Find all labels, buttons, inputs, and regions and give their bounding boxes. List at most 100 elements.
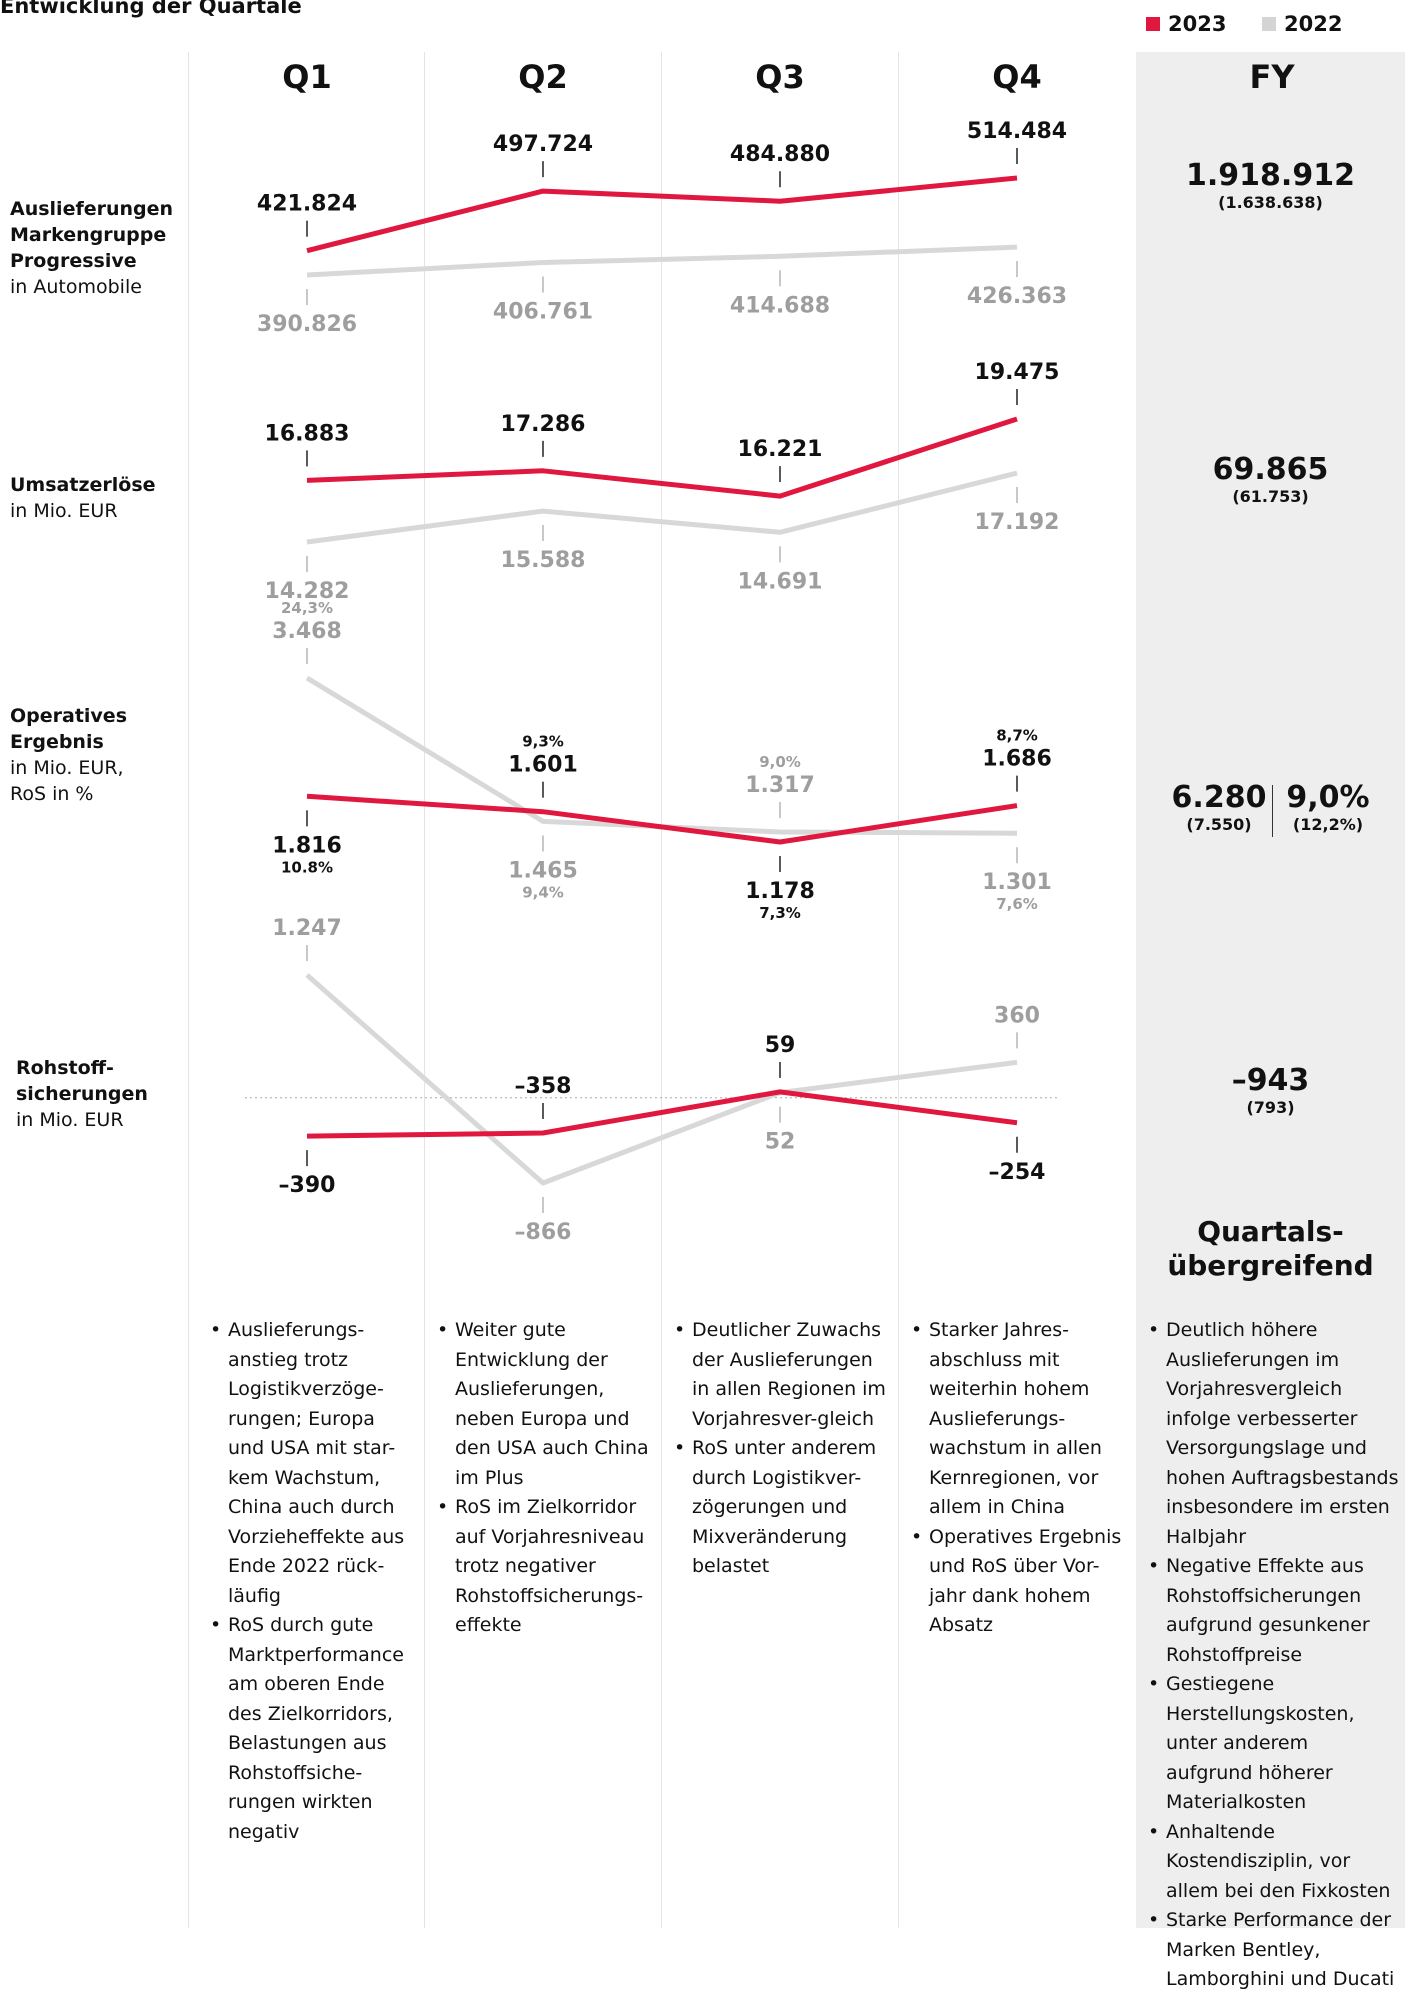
- series-line-2023-chart3: [306, 793, 1018, 845]
- data-label-2023: 16.883: [265, 421, 350, 446]
- data-label-2023: 1.178: [745, 879, 815, 904]
- series-line-2022-chart3: [305, 675, 1018, 836]
- row-label-deliveries-unit: in Automobile: [10, 276, 142, 298]
- bullet-item: Starke Performance der Marken Bentley, L…: [1148, 1906, 1400, 1995]
- fy-ros-prev: (12,2%): [1292, 815, 1364, 834]
- series-line-2023-chart2: [306, 416, 1018, 499]
- data-label-2022: 1.247: [272, 916, 342, 941]
- row-label-hedging: Rohstoff-sicherungen in Mio. EUR: [16, 1055, 156, 1133]
- data-label-2022: 1.465: [508, 858, 578, 883]
- ros-label-2023: 10.8%: [281, 858, 333, 876]
- data-label-2022: 14.691: [738, 569, 823, 594]
- series-line-2022-chart4: [305, 973, 1018, 1186]
- data-label-2022: 1.301: [982, 870, 1052, 895]
- fy-operating-result: 6.280 (7.550): [1166, 780, 1272, 834]
- fy-operating-result-value: 6.280: [1171, 780, 1267, 815]
- fy-revenue-value: 69.865: [1212, 452, 1329, 487]
- q2-notes: Weiter gute Entwicklung der Auslieferung…: [437, 1316, 652, 1641]
- row-label-operating-result-title: Operatives Ergebnis: [10, 705, 128, 753]
- fy-hedging-value: –943: [1231, 1063, 1310, 1098]
- fy-hedging: –943 (793): [1136, 1063, 1405, 1117]
- data-label-2022: 52: [765, 1130, 796, 1155]
- data-label-2023: 16.221: [738, 437, 823, 462]
- column-separator: [898, 52, 899, 1928]
- quarter-header-q1: Q1: [282, 58, 332, 96]
- column-separator: [661, 52, 662, 1928]
- data-label-2023: 1.601: [508, 753, 578, 778]
- q3-notes: Deutlicher Zuwachs der Auslieferungen in…: [674, 1316, 889, 1582]
- bullet-item: Weiter gute Entwicklung der Auslieferung…: [437, 1316, 652, 1493]
- data-label-2023: 1.816: [272, 833, 342, 858]
- ros-label-2023: 8,7%: [996, 727, 1038, 745]
- legend-2023: 2023: [1146, 12, 1226, 36]
- bullet-item: Gestiegene Herstellungskosten, unter and…: [1148, 1670, 1400, 1818]
- ros-label-2022: 9,0%: [759, 753, 801, 771]
- overview-notes: Deutlich höhere Auslieferungen im Vorjah…: [1148, 1316, 1400, 1995]
- data-label-2022: 1.317: [745, 773, 815, 798]
- legend-2022: 2022: [1262, 12, 1342, 36]
- bullet-item: Starker Jahres-abschluss mit weiterhin h…: [911, 1316, 1126, 1523]
- row-label-hedging-title: Rohstoff-sicherungen: [16, 1057, 148, 1105]
- data-label-2023: 59: [765, 1033, 796, 1058]
- data-label-2022: 17.192: [975, 510, 1060, 535]
- data-label-2023: –390: [279, 1173, 336, 1198]
- legend-swatch-2023: [1146, 17, 1160, 31]
- fy-revenue-prev: (61.753): [1232, 487, 1309, 506]
- data-label-2023: 17.286: [501, 412, 586, 437]
- bullet-item: RoS durch gute Marktperformance am obere…: [210, 1611, 410, 1847]
- row-label-operating-result-unit: in Mio. EUR, RoS in %: [10, 757, 124, 805]
- column-separator: [424, 52, 425, 1928]
- q1-notes: Auslieferungs-anstieg trotz Logistikverz…: [210, 1316, 410, 1847]
- fy-operating-result-prev: (7.550): [1186, 815, 1252, 834]
- data-label-2023: 19.475: [975, 360, 1060, 385]
- q4-notes: Starker Jahres-abschluss mit weiterhin h…: [911, 1316, 1126, 1641]
- fy-divider: [1272, 785, 1273, 837]
- bullet-item: Deutlicher Zuwachs der Auslieferungen in…: [674, 1316, 889, 1434]
- quarter-header-q2: Q2: [518, 58, 568, 96]
- series-line-2023-chart1: [306, 175, 1018, 254]
- data-label-2022: 426.363: [967, 284, 1067, 309]
- ros-label-2023: 7,3%: [759, 904, 801, 922]
- bullet-item: Negative Effekte aus Rohstoffsicherungen…: [1148, 1552, 1400, 1670]
- data-label-2022: 360: [994, 1003, 1040, 1028]
- quarterly-line-charts: 421.824 497.724 484.880 514.484 390.826 406.7…: [245, 119, 1067, 1245]
- series-line-2022-chart1: [306, 244, 1018, 278]
- row-label-revenue-unit: in Mio. EUR: [10, 500, 118, 522]
- data-label-2023: 421.824: [257, 192, 357, 217]
- column-separator: [188, 52, 189, 1928]
- data-label-2022: 390.826: [257, 312, 357, 337]
- fy-ros-value: 9,0%: [1286, 780, 1370, 815]
- data-label-2022: 414.688: [730, 293, 830, 318]
- fy-deliveries: 1.918.912 (1.638.638): [1136, 158, 1405, 212]
- data-label-2023: 1.686: [982, 747, 1052, 772]
- fy-hedging-prev: (793): [1246, 1098, 1295, 1117]
- quarter-header-q4: Q4: [992, 58, 1042, 96]
- ros-label-2022: 24,3%: [281, 599, 333, 617]
- fy-deliveries-prev: (1.638.638): [1218, 193, 1323, 212]
- data-label-2023: –358: [515, 1074, 572, 1099]
- overview-title: Quartals-übergreifend: [1167, 1215, 1374, 1282]
- ros-label-2022: 9,4%: [522, 883, 564, 901]
- fy-deliveries-value: 1.918.912: [1186, 158, 1355, 193]
- ros-label-2023: 9,3%: [522, 733, 564, 751]
- ros-label-2022: 7,6%: [996, 895, 1038, 913]
- bullet-item: Anhaltende Kostendisziplin, vor allem be…: [1148, 1818, 1400, 1907]
- series-line-2022-chart2: [306, 470, 1018, 545]
- data-label-2022: 3.468: [272, 619, 342, 644]
- data-label-2022: 406.761: [493, 300, 593, 325]
- bullet-item: RoS unter anderem durch Logistikver-zöge…: [674, 1434, 889, 1582]
- legend-label-2023: 2023: [1168, 12, 1227, 36]
- data-label-2022: 15.588: [501, 548, 586, 573]
- data-label-2023: 514.484: [967, 119, 1067, 144]
- series-line-2023-chart4: [306, 1089, 1018, 1139]
- fy-ros: 9,0% (12,2%): [1278, 780, 1378, 834]
- data-label-2023: 497.724: [493, 132, 593, 157]
- bullet-item: Operatives Ergebnis und RoS über Vor-jah…: [911, 1523, 1126, 1641]
- fy-header: FY: [1249, 58, 1295, 96]
- row-label-hedging-unit: in Mio. EUR: [16, 1109, 124, 1131]
- data-label-2022: 14.282: [265, 579, 350, 604]
- row-label-revenue: Umsatzerlöse in Mio. EUR: [10, 472, 180, 524]
- bullet-item: Auslieferungs-anstieg trotz Logistikverz…: [210, 1316, 410, 1611]
- bullet-item: Deutlich höhere Auslieferungen im Vorjah…: [1148, 1316, 1400, 1552]
- legend-label-2022: 2022: [1284, 12, 1343, 36]
